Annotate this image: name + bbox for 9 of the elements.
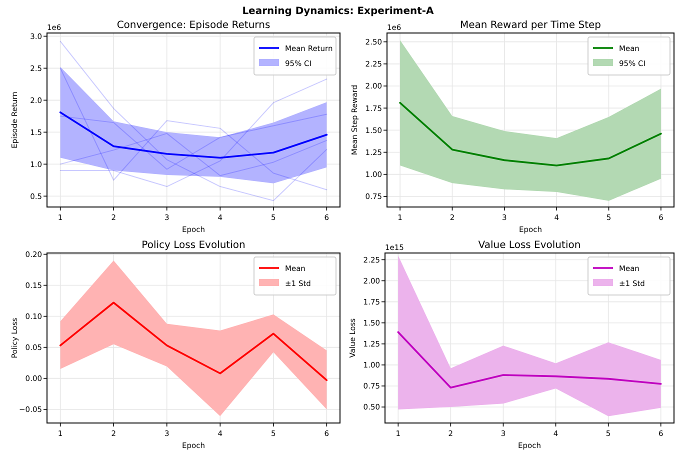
chart-title: Policy Loss Evolution [142,240,246,251]
chart-title: Value Loss Evolution [478,240,581,251]
line-series [59,111,328,159]
text: Learning Dynamics: Experiment-A [242,6,434,17]
line-series [399,102,662,166]
line-series [397,331,662,389]
chart-title: Mean Reward per Time Step [460,20,602,31]
line-series [59,302,328,382]
chart-title: Convergence: Episode Returns [116,20,270,31]
